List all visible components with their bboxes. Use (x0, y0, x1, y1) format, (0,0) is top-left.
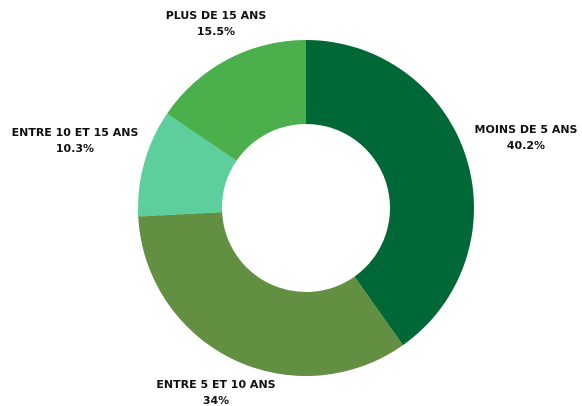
slice (306, 40, 474, 346)
slice-label: ENTRE 5 ET 10 ANS (156, 378, 275, 391)
slice (167, 40, 306, 161)
value-label: 34% (203, 394, 229, 406)
value-label: 40.2% (507, 139, 545, 152)
slice (137, 113, 237, 217)
value-label: 10.3% (56, 142, 94, 155)
slice-label: MOINS DE 5 ANS (475, 123, 578, 136)
value-label: 15.5% (197, 25, 235, 38)
slice-label: ENTRE 10 ET 15 ANS (12, 126, 139, 139)
slice (138, 212, 404, 376)
slice-label: PLUS DE 15 ANS (166, 9, 267, 22)
